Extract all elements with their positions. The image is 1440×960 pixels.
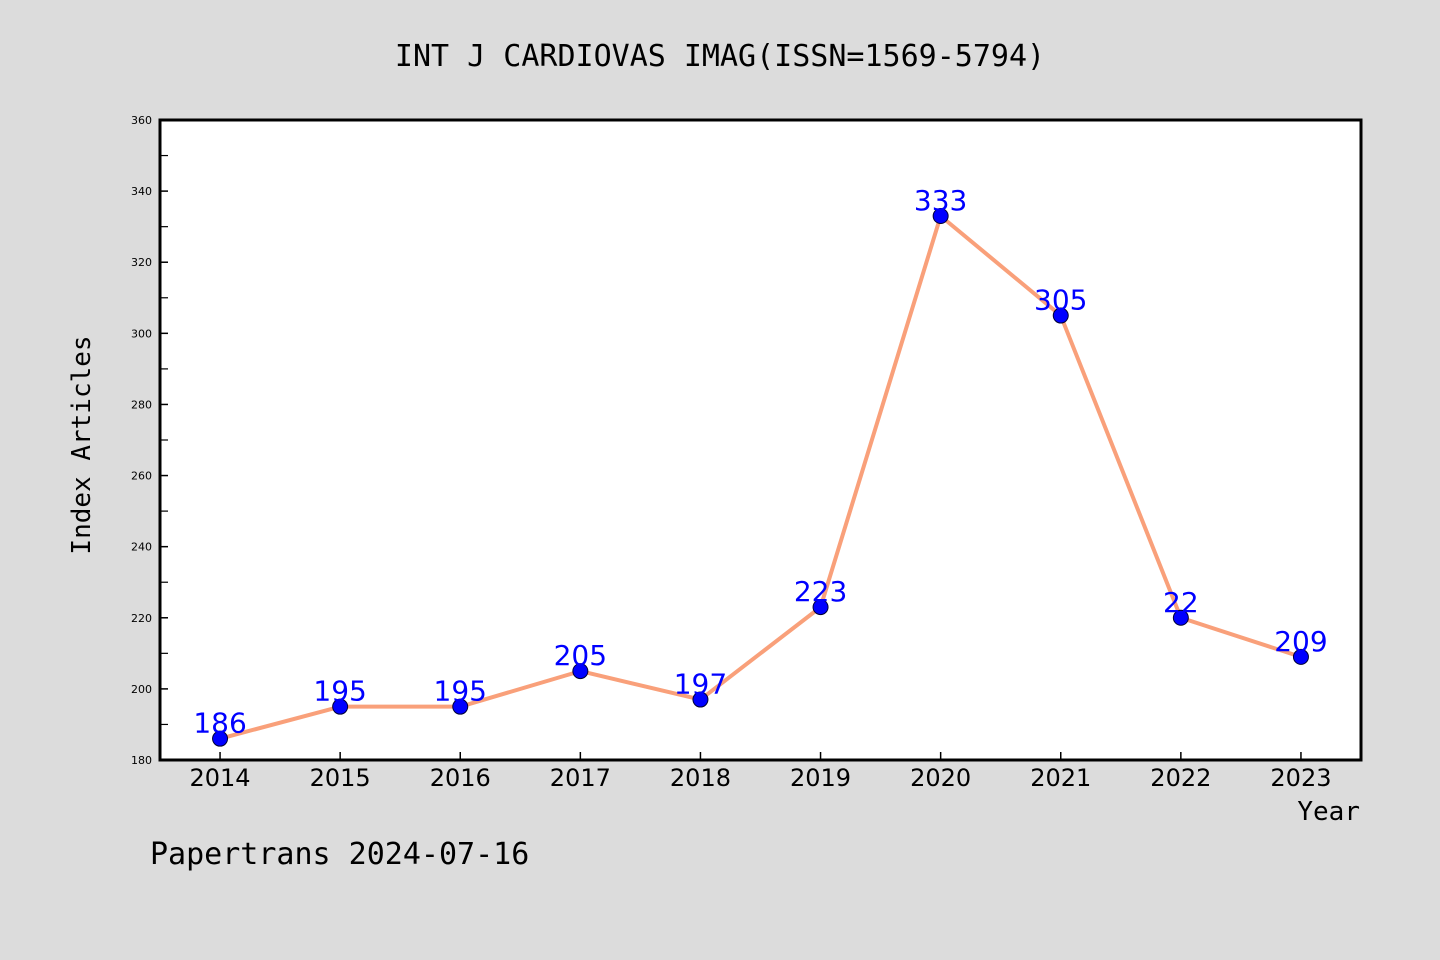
data-label: 333 xyxy=(914,184,967,217)
x-tick-label: 2015 xyxy=(310,764,371,792)
y-tick-label: 260 xyxy=(131,470,152,483)
y-tick-label: 340 xyxy=(131,185,152,198)
data-label: 22 xyxy=(1163,586,1199,619)
data-label: 195 xyxy=(313,675,366,708)
x-tick-label: 2014 xyxy=(190,764,251,792)
data-point xyxy=(1292,648,1309,665)
x-tick-label: 2021 xyxy=(1030,764,1091,792)
y-tick-label: 220 xyxy=(131,612,152,625)
x-axis: 2014 2015 2016 2017 2018 2019 2020 2021 2022 2023 xyxy=(190,752,1331,792)
x-tick-label: 2023 xyxy=(1270,764,1331,792)
x-tick-label: 2022 xyxy=(1150,764,1211,792)
y-tick-label: 240 xyxy=(131,541,152,554)
data-point xyxy=(812,599,829,616)
data-point xyxy=(572,663,589,680)
x-axis-label: Year xyxy=(1297,797,1360,827)
x-tick-label: 2018 xyxy=(670,764,731,792)
data-label: 205 xyxy=(554,639,607,672)
data-point xyxy=(932,208,949,224)
data-label: 195 xyxy=(434,675,487,708)
y-tick-label: 280 xyxy=(131,398,152,411)
x-tick-label: 2019 xyxy=(790,764,851,792)
y-tick-label: 300 xyxy=(131,327,152,340)
data-label: 209 xyxy=(1274,625,1327,658)
data-point xyxy=(1052,307,1069,324)
data-label: 305 xyxy=(1034,284,1087,317)
y-tick-label: 320 xyxy=(131,256,152,269)
plot-area xyxy=(158,118,1363,762)
data-point xyxy=(332,698,349,715)
data-point xyxy=(212,730,229,747)
data-point xyxy=(1172,609,1189,626)
y-axis: 180 200 220 240 260 280 300 320 340 360 xyxy=(131,114,168,767)
y-axis-label: Index Articles xyxy=(67,335,97,554)
data-label: 223 xyxy=(794,575,847,608)
y-tick-label: 200 xyxy=(131,683,152,696)
series-line-group xyxy=(218,214,1303,741)
data-point xyxy=(692,691,709,708)
watermark-text: Papertrans 2024-07-16 xyxy=(150,837,529,872)
y-tick-label: 360 xyxy=(131,114,152,127)
data-points-group xyxy=(212,208,1309,747)
x-tick-label: 2016 xyxy=(430,764,491,792)
chart-title: INT J CARDIOVAS IMAG(ISSN=1569-5794) xyxy=(395,39,1045,74)
x-tick-label: 2020 xyxy=(910,764,971,792)
x-tick-label: 2017 xyxy=(550,764,611,792)
data-labels-group: 186 195 195 205 197 223 333 305 22 209 xyxy=(193,184,1327,740)
series-line xyxy=(218,214,1303,741)
y-tick-label: 180 xyxy=(131,754,152,767)
data-label: 186 xyxy=(193,707,246,740)
data-label: 197 xyxy=(674,668,727,701)
data-point xyxy=(452,698,469,715)
